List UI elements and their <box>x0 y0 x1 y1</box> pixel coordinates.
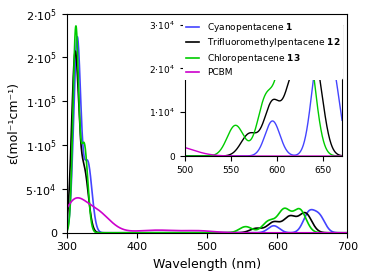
X-axis label: Wavelength (nm): Wavelength (nm) <box>153 258 261 271</box>
Y-axis label: ε(mol⁻¹cm⁻¹): ε(mol⁻¹cm⁻¹) <box>7 82 20 164</box>
Legend: Cyanopentacene $\mathbf{1}$, Trifluoromethylpentacene $\mathbf{12}$, Chloropenta: Cyanopentacene $\mathbf{1}$, Trifluorome… <box>183 18 343 80</box>
